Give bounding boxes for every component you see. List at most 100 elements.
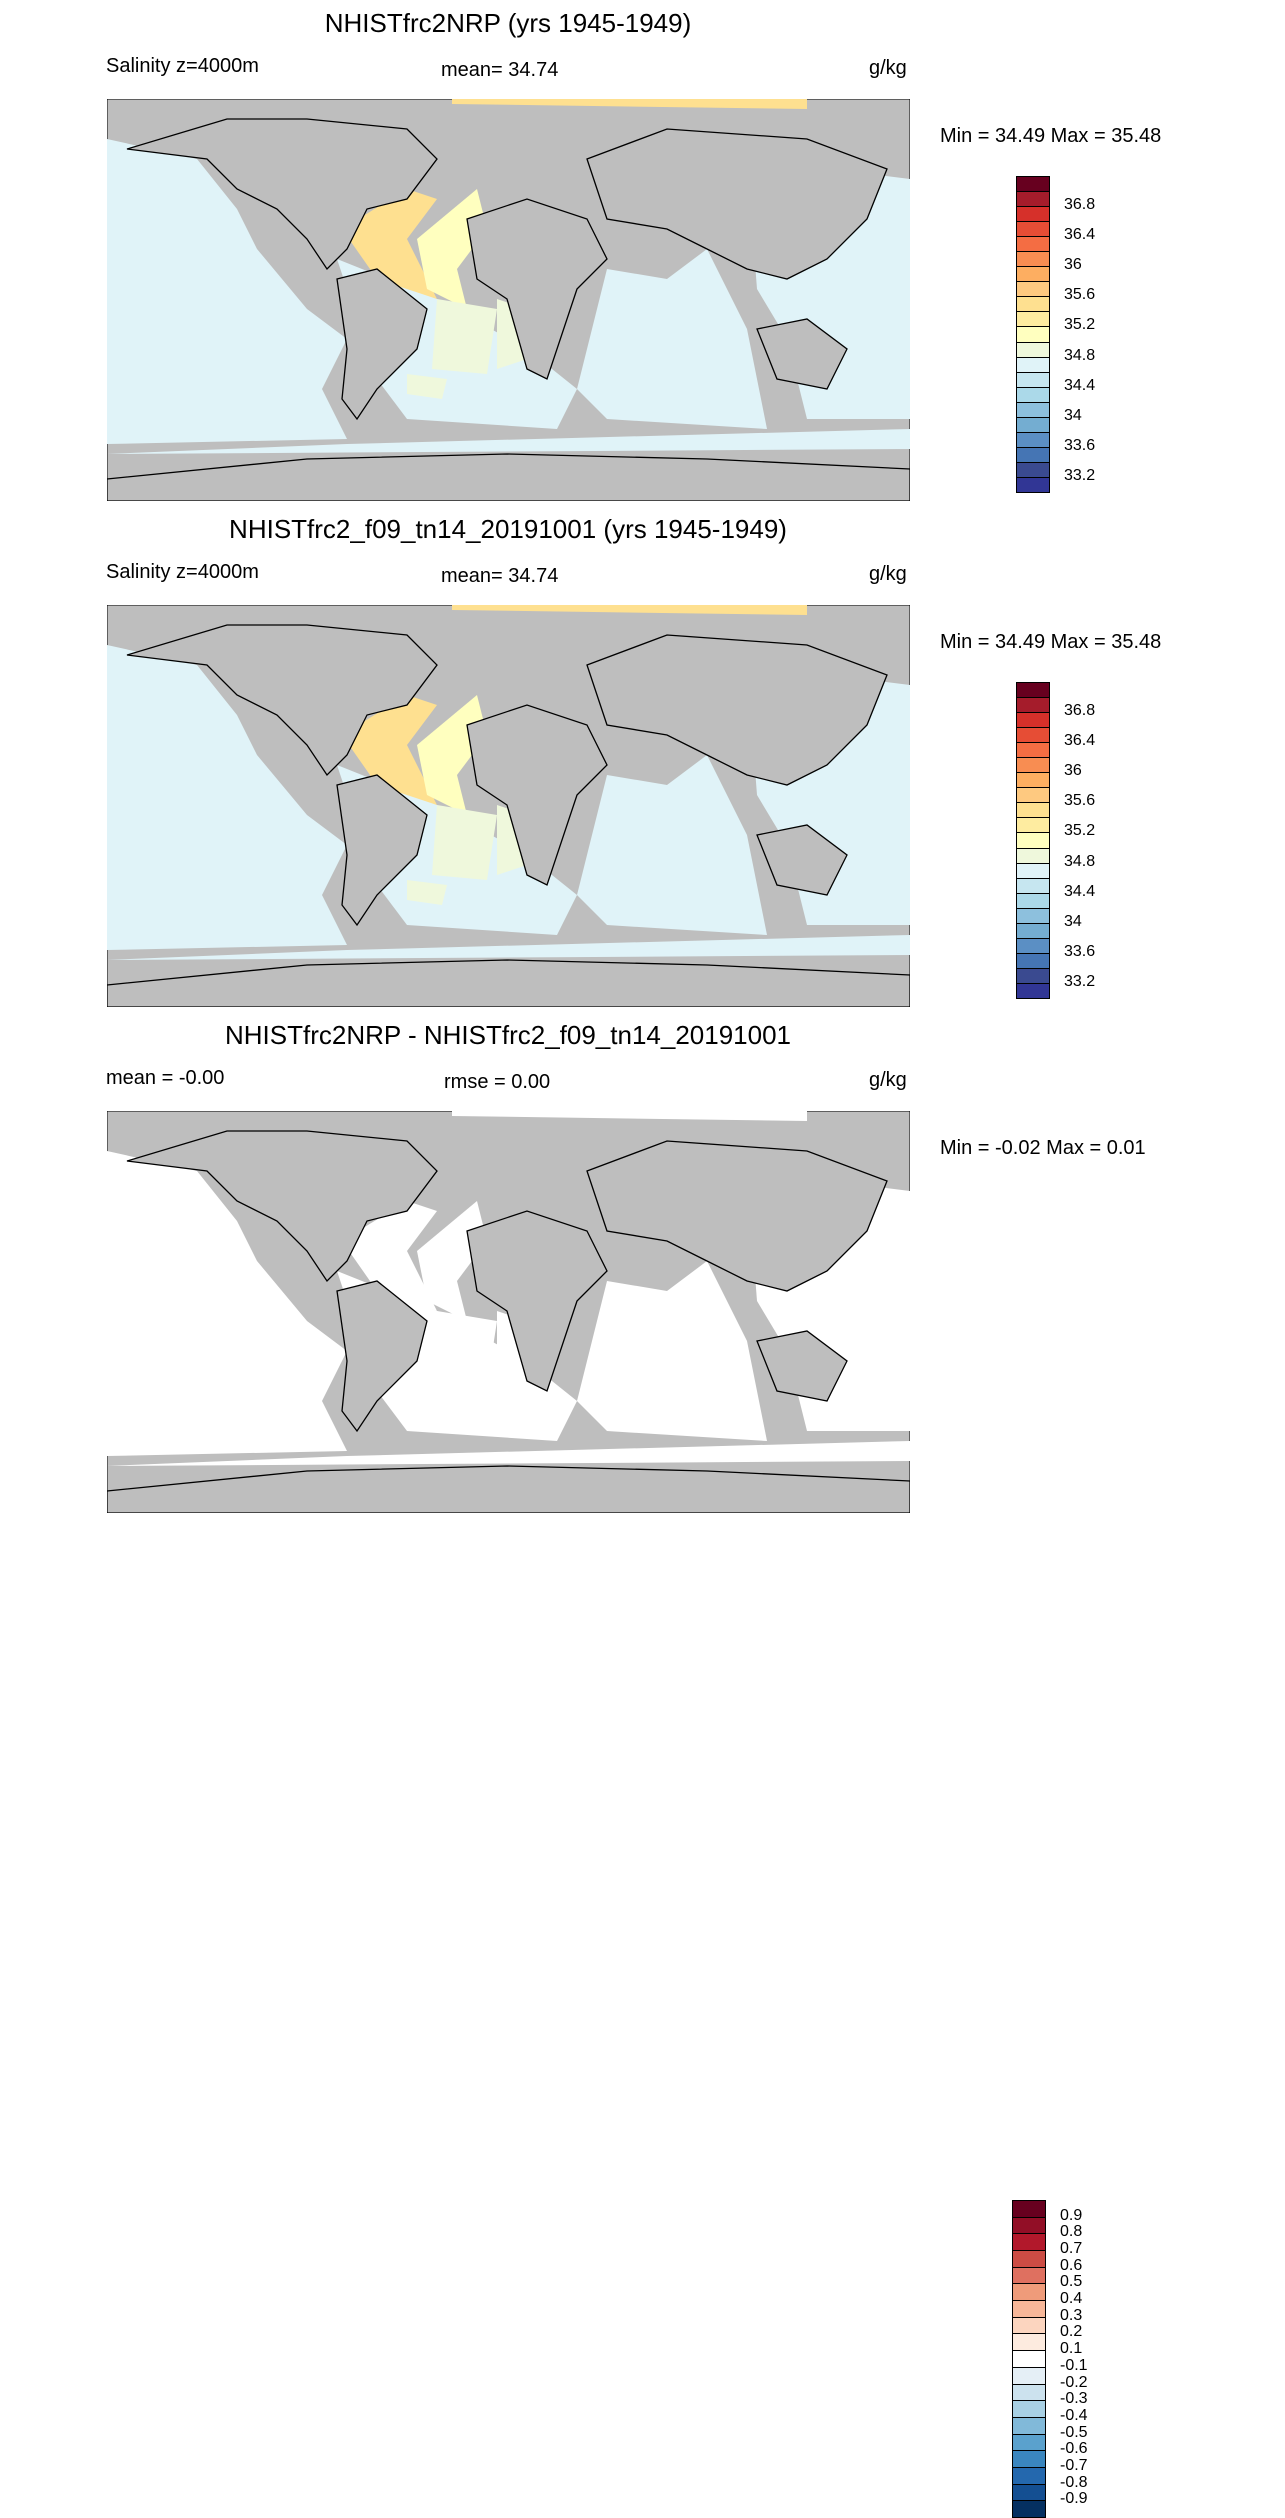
- panel-units: g/kg: [869, 1069, 907, 1091]
- panel-center-label: rmse = 0.00: [444, 1071, 551, 1093]
- colorbar-label: 0.8: [1060, 2223, 1083, 2241]
- colorbar-box: [1016, 967, 1050, 984]
- colorbar-label: 36.4: [1064, 226, 1096, 244]
- panel-left-label: mean = -0.00: [106, 1067, 225, 1089]
- colorbar-box: [1016, 787, 1050, 804]
- colorbar-box: [1016, 356, 1050, 373]
- colorbar-label: -0.5: [1060, 2423, 1088, 2441]
- colorbar-box: [1016, 401, 1050, 418]
- colorbar-box: [1012, 2450, 1046, 2468]
- colorbar-label: 0.1: [1060, 2340, 1083, 2358]
- panel-minmax: Min = -0.02 Max = 0.01: [940, 1137, 1146, 1159]
- colorbar-label: -0.6: [1060, 2440, 1088, 2458]
- salinity-region: [407, 880, 447, 905]
- colorbar-label: 33.6: [1064, 942, 1096, 960]
- salinity-region: [577, 249, 767, 429]
- coastline: [466, 704, 608, 886]
- colorbar-label: 34.8: [1064, 852, 1096, 870]
- colorbar-label: 34: [1064, 406, 1082, 424]
- salinity-region: [107, 935, 910, 960]
- colorbar-box: [1016, 461, 1050, 478]
- colorbar-box: [1016, 742, 1050, 759]
- coastline: [756, 318, 848, 390]
- colorbar-box: [1012, 2466, 1046, 2485]
- colorbar-box: [1016, 326, 1050, 343]
- coastline: [126, 118, 438, 271]
- salinity-region: [577, 1261, 767, 1441]
- colorbar-box: [1016, 386, 1050, 403]
- colorbar-box: [1012, 2250, 1046, 2268]
- colorbar-box: [1016, 712, 1050, 729]
- colorbar-label: 35.2: [1064, 822, 1096, 840]
- colorbar-label: -0.8: [1060, 2473, 1088, 2491]
- colorbar-label: 0.4: [1060, 2290, 1083, 2308]
- colorbar-label: -0.2: [1060, 2373, 1088, 2391]
- salinity-region: [452, 99, 807, 109]
- colorbar-box: [1012, 2483, 1046, 2502]
- colorbar-box: [1016, 697, 1050, 714]
- colorbar-box: [1012, 2366, 1046, 2385]
- figure: NHISTfrc2NRP (yrs 1945-1949) Salinity z=4…: [106, 8, 1162, 2518]
- colorbar-box: [1016, 416, 1050, 433]
- colorbar-box: [1012, 2316, 1046, 2335]
- colorbar-box: [1012, 2266, 1046, 2285]
- colorbar-label: 0.2: [1060, 2323, 1083, 2341]
- map-panel: [107, 99, 910, 501]
- colorbar-label: 0.6: [1060, 2256, 1083, 2274]
- colorbar-label: 0.3: [1060, 2306, 1083, 2324]
- colorbar-box: [1016, 757, 1050, 774]
- colorbar-box: [1016, 862, 1050, 879]
- colorbar-box: [1012, 2216, 1046, 2235]
- colorbar-label: 36.4: [1064, 732, 1096, 750]
- colorbar-label: 34.4: [1064, 882, 1096, 900]
- colorbar-box: [1012, 2350, 1046, 2368]
- colorbar-box: [1016, 431, 1050, 448]
- colorbar-label: 36: [1064, 762, 1082, 780]
- colorbar-label: -0.7: [1060, 2456, 1088, 2474]
- panel-title: NHISTfrc2_f09_tn14_20191001 (yrs 1945-19…: [229, 514, 787, 544]
- colorbar-box: [1016, 982, 1050, 999]
- colorbar-box: [1016, 296, 1050, 313]
- salinity-region: [107, 139, 347, 444]
- colorbar-box: [1016, 727, 1050, 744]
- panel-left-label: Salinity z=4000m: [106, 561, 259, 583]
- colorbar-box: [1012, 2383, 1046, 2402]
- coastline: [466, 198, 608, 380]
- panel-minmax: Min = 34.49 Max = 35.48: [940, 125, 1162, 147]
- colorbar-label: 36.8: [1064, 702, 1096, 720]
- colorbar-label: 35.6: [1064, 286, 1096, 304]
- colorbar-box: [1016, 922, 1050, 939]
- salinity-region: [342, 1201, 437, 1311]
- colorbar-box: [1016, 176, 1050, 193]
- colorbar-label: 0.9: [1060, 2206, 1083, 2224]
- salinity-region: [407, 1386, 447, 1411]
- coastline: [586, 128, 888, 280]
- map-panel: [107, 1111, 910, 1513]
- colorbar-box: [1012, 2500, 1046, 2518]
- coastline: [107, 453, 910, 501]
- colorbar-label: 34: [1064, 912, 1082, 930]
- salinity-region: [107, 1151, 347, 1456]
- colorbar-label: 0.7: [1060, 2240, 1083, 2258]
- colorbar-box: [1016, 802, 1050, 819]
- colorbar-box: [1016, 341, 1050, 358]
- salinity-region: [407, 374, 447, 399]
- colorbar-label: -0.9: [1060, 2490, 1088, 2508]
- colorbar-label: 33.2: [1064, 466, 1096, 484]
- colorbar-label: 33.2: [1064, 972, 1096, 990]
- colorbar-box: [1016, 892, 1050, 909]
- salinity-region: [452, 605, 807, 615]
- colorbar-box: [1016, 266, 1050, 283]
- colorbar-box: [1016, 937, 1050, 954]
- colorbar-box: [1016, 952, 1050, 969]
- colorbar-box: [1016, 371, 1050, 388]
- colorbar-box: [1016, 446, 1050, 463]
- salinity-region: [342, 695, 437, 805]
- colorbar-label: 33.6: [1064, 436, 1096, 454]
- colorbar-box: [1016, 236, 1050, 253]
- colorbar-box: [1016, 772, 1050, 789]
- colorbar-box: [1016, 206, 1050, 223]
- panel-units: g/kg: [869, 563, 907, 585]
- panel-title: NHISTfrc2NRP (yrs 1945-1949): [324, 8, 692, 38]
- colorbar-box: [1012, 2400, 1046, 2418]
